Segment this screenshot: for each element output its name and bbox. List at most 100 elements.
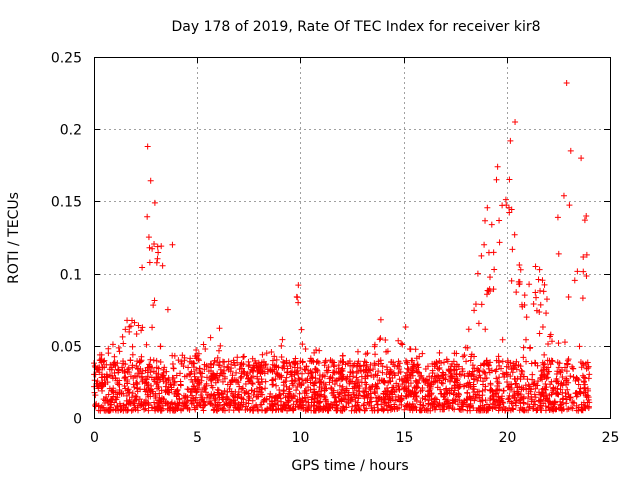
data-point [410, 361, 417, 368]
data-point [403, 372, 410, 379]
data-point [114, 366, 121, 373]
data-point [308, 373, 315, 380]
data-point [533, 294, 540, 301]
data-point [109, 341, 116, 348]
x-tick-label: 20 [499, 430, 517, 446]
data-point [381, 395, 388, 402]
data-point [273, 382, 280, 389]
data-point [355, 392, 362, 399]
data-point [271, 400, 278, 407]
data-point [214, 402, 221, 409]
data-point [174, 402, 181, 409]
data-point [135, 370, 142, 377]
data-point [413, 355, 420, 362]
data-point [97, 357, 104, 364]
data-point [112, 389, 119, 396]
data-point [321, 362, 328, 369]
data-point [408, 391, 415, 398]
data-point [316, 347, 323, 354]
data-point [144, 213, 151, 220]
data-point [273, 363, 280, 370]
data-point [211, 397, 218, 404]
data-point [583, 213, 590, 220]
data-point [353, 387, 360, 394]
data-point [405, 366, 412, 373]
data-point [582, 389, 589, 396]
data-point [375, 394, 382, 401]
data-point [583, 272, 590, 279]
data-point [118, 390, 125, 397]
data-point [425, 397, 432, 404]
data-point [351, 380, 358, 387]
data-point [155, 371, 162, 378]
data-point [210, 392, 217, 399]
data-point [227, 381, 234, 388]
data-point [338, 374, 345, 381]
data-point [220, 407, 227, 414]
data-point [331, 399, 338, 406]
data-point [446, 368, 453, 375]
data-point [324, 369, 331, 376]
data-point [356, 363, 363, 370]
data-point [484, 204, 491, 211]
data-point [331, 369, 338, 376]
data-point [481, 360, 488, 367]
data-point [511, 392, 518, 399]
data-point [584, 359, 591, 366]
data-point [567, 373, 574, 380]
data-point [461, 352, 468, 359]
data-point [188, 376, 195, 383]
data-point [269, 381, 276, 388]
data-point [543, 384, 550, 391]
data-point [560, 379, 567, 386]
data-point [388, 390, 395, 397]
data-point [567, 147, 574, 154]
data-point [459, 400, 466, 407]
data-point [355, 358, 362, 365]
x-tick-label: 5 [193, 430, 202, 446]
data-point [418, 372, 425, 379]
data-point [186, 371, 193, 378]
data-point [541, 281, 548, 288]
data-point [295, 375, 302, 382]
data-point [539, 323, 546, 330]
data-point [485, 365, 492, 372]
data-point [252, 357, 259, 364]
data-point [405, 387, 412, 394]
data-point [163, 368, 170, 375]
data-point [379, 369, 386, 376]
data-point [184, 386, 191, 393]
data-point [530, 380, 537, 387]
data-point [538, 396, 545, 403]
data-point [432, 406, 439, 413]
data-point [197, 402, 204, 409]
data-point [108, 364, 115, 371]
data-point [354, 348, 361, 355]
data-point [158, 387, 165, 394]
data-point [214, 354, 221, 361]
data-point [398, 340, 405, 347]
data-point [468, 371, 475, 378]
data-point [145, 401, 152, 408]
data-point [238, 395, 245, 402]
data-point [195, 357, 202, 364]
data-point [185, 364, 192, 371]
data-point [518, 301, 525, 308]
data-point [507, 137, 514, 144]
data-point [221, 358, 228, 365]
data-point [318, 406, 325, 413]
data-point [261, 370, 268, 377]
data-point [431, 373, 438, 380]
data-point [414, 384, 421, 391]
data-point [208, 382, 215, 389]
data-point [556, 360, 563, 367]
data-point [482, 397, 489, 404]
data-point [216, 362, 223, 369]
data-point [215, 387, 222, 394]
data-point [420, 402, 427, 409]
data-point [222, 396, 229, 403]
data-point [261, 396, 268, 403]
data-point [460, 353, 467, 360]
data-point [506, 209, 513, 216]
data-point [307, 368, 314, 375]
